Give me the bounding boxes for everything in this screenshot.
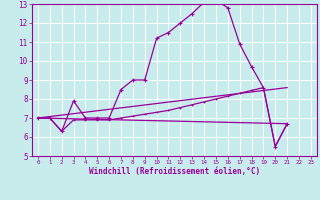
X-axis label: Windchill (Refroidissement éolien,°C): Windchill (Refroidissement éolien,°C) xyxy=(89,167,260,176)
